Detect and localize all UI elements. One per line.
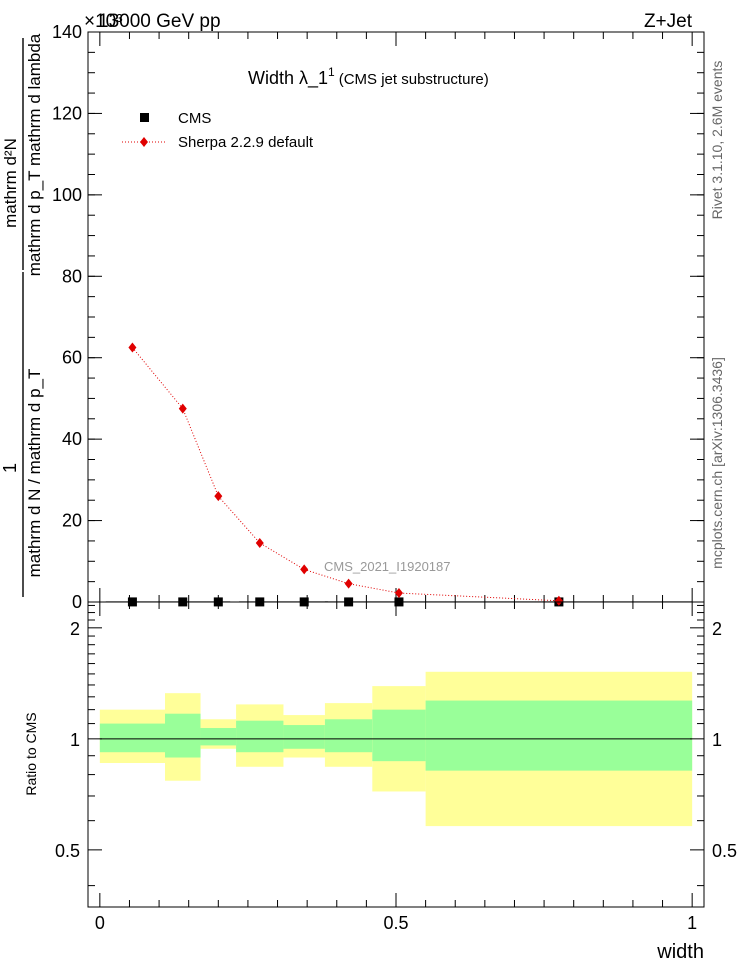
ratio-y-tick-label: 2 bbox=[70, 619, 80, 639]
rivet-label: Rivet 3.1.10, 2.6M events bbox=[709, 61, 725, 220]
main-x-ticks bbox=[99, 32, 693, 602]
sherpa-point bbox=[344, 578, 353, 589]
ratio-y-tick-label-right: 1 bbox=[712, 730, 722, 750]
ratio-y-tick-label-right: 0.5 bbox=[712, 841, 737, 861]
main-y-tick-label: 80 bbox=[62, 266, 82, 286]
main-y-ticks: 0 20 40 60 80 100 120 140 bbox=[52, 22, 704, 612]
main-y-tick-label: 140 bbox=[52, 22, 82, 42]
ratio-x-ticks: 0 0.5 1 bbox=[95, 602, 697, 933]
mcplots-label: mcplots.cern.ch [arXiv:1306.3436] bbox=[709, 357, 725, 569]
x-tick-label: 0 bbox=[95, 913, 105, 933]
sherpa-point bbox=[255, 537, 264, 548]
ratio-bands bbox=[99, 671, 693, 827]
legend-marker-cms bbox=[140, 113, 149, 122]
ratio-inner-band bbox=[99, 723, 165, 753]
x-axis-label: width bbox=[656, 941, 704, 963]
ratio-inner-band bbox=[165, 713, 201, 758]
exponent-label: ×10³ bbox=[84, 11, 123, 32]
legend-label-cms: CMS bbox=[178, 110, 211, 127]
main-y-label: 1 mathrm d N / mathrm d p_T mathrm d²N m… bbox=[0, 33, 44, 597]
ratio-inner-band bbox=[283, 725, 325, 749]
ratio-inner-band bbox=[236, 720, 284, 753]
main-y-tick-label: 20 bbox=[62, 511, 82, 531]
main-y-tick-label: 40 bbox=[62, 429, 82, 449]
analysis-label: CMS_2021_I1920187 bbox=[324, 559, 451, 574]
sherpa-point bbox=[178, 403, 187, 414]
chart-title-main: Width λ_1 bbox=[248, 68, 328, 89]
main-y-tick-label: 0 bbox=[72, 592, 82, 612]
legend-label-sherpa: Sherpa 2.2.9 default bbox=[178, 134, 314, 151]
sherpa-point bbox=[214, 491, 223, 502]
ratio-inner-band bbox=[372, 709, 426, 762]
ratio-y-tick-label-right: 2 bbox=[712, 619, 722, 639]
legend: CMS Sherpa 2.2.9 default bbox=[122, 110, 314, 151]
main-y-tick-label: 120 bbox=[52, 103, 82, 123]
sherpa-point bbox=[554, 595, 563, 606]
x-tick-label: 1 bbox=[687, 913, 697, 933]
ratio-inner-band bbox=[200, 728, 237, 746]
ratio-y-label: Ratio to CMS bbox=[23, 712, 39, 795]
ratio-panel: 0.5 0.51 12 2 0 0.5 1 Ratio to CMS width bbox=[23, 601, 737, 963]
sherpa-point bbox=[394, 588, 403, 599]
ratio-inner-band bbox=[425, 700, 693, 771]
process-label: Z+Jet bbox=[644, 11, 693, 32]
main-y-tick-label: 60 bbox=[62, 348, 82, 368]
legend-marker-sherpa bbox=[140, 137, 148, 147]
ratio-y-tick-label: 0.5 bbox=[55, 841, 80, 861]
ylabel-left-denominator: mathrm d N / mathrm d p_T bbox=[25, 369, 44, 578]
ratio-y-ticks: 0.5 0.5 1 1 2 2 bbox=[55, 604, 737, 887]
ylabel-numerator: mathrm d²N bbox=[1, 138, 20, 228]
chart-title-sup: 1 bbox=[328, 65, 335, 79]
chart-title-sub: (CMS jet substructure) bbox=[339, 71, 489, 88]
main-y-tick-label: 100 bbox=[52, 185, 82, 205]
chart-title: Width λ_11 (CMS jet substructure) bbox=[248, 65, 489, 89]
ratio-inner-band bbox=[324, 719, 373, 753]
energy-label: 13000 GeV pp bbox=[98, 11, 221, 32]
x-tick-label: 0.5 bbox=[383, 913, 408, 933]
sherpa-point bbox=[300, 564, 309, 575]
ylabel-left-numerator: 1 bbox=[0, 463, 20, 473]
ratio-y-tick-label: 1 bbox=[70, 730, 80, 750]
ylabel-denominator: mathrm d p_T mathrm d lambda bbox=[25, 33, 44, 276]
sherpa-point bbox=[128, 342, 137, 353]
